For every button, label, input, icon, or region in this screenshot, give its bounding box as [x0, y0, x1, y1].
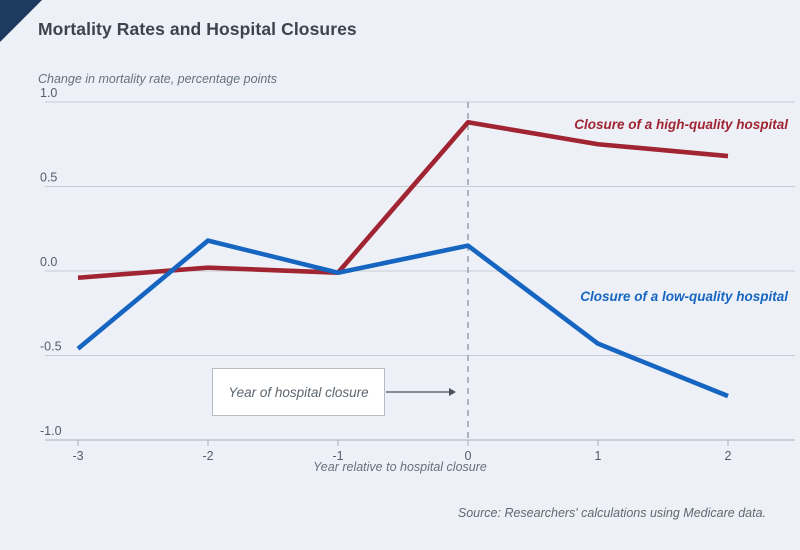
x-tick-label: -1 [332, 449, 343, 463]
annotation-arrow-head [449, 388, 456, 396]
y-tick-label: 0.5 [40, 171, 57, 185]
x-tick-label: -3 [72, 449, 83, 463]
x-tick-label: 2 [725, 449, 732, 463]
y-tick-label: -1.0 [40, 424, 62, 438]
y-tick-label: 0.0 [40, 255, 57, 269]
annotation-text: Year of hospital closure [228, 384, 369, 400]
series-label-high-quality: Closure of a high-quality hospital [574, 117, 788, 132]
series-line-high-quality [77, 119, 729, 281]
y-axis-title: Change in mortality rate, percentage poi… [38, 72, 278, 86]
series-line-low-quality [76, 238, 729, 399]
annotation-box: Year of hospital closure [212, 368, 385, 416]
source-note: Source: Researchers' calculations using … [457, 506, 766, 520]
x-axis-title: Year relative to hospital closure [313, 460, 487, 474]
page-title: Mortality Rates and Hospital Closures [38, 19, 357, 39]
x-tick-label: -2 [202, 449, 213, 463]
x-tick-label: 0 [465, 449, 472, 463]
x-tick-label: 1 [595, 449, 602, 463]
y-tick-label: -0.5 [40, 340, 62, 354]
y-tick-label: 1.0 [40, 86, 57, 100]
series-label-low-quality: Closure of a low-quality hospital [580, 289, 788, 304]
